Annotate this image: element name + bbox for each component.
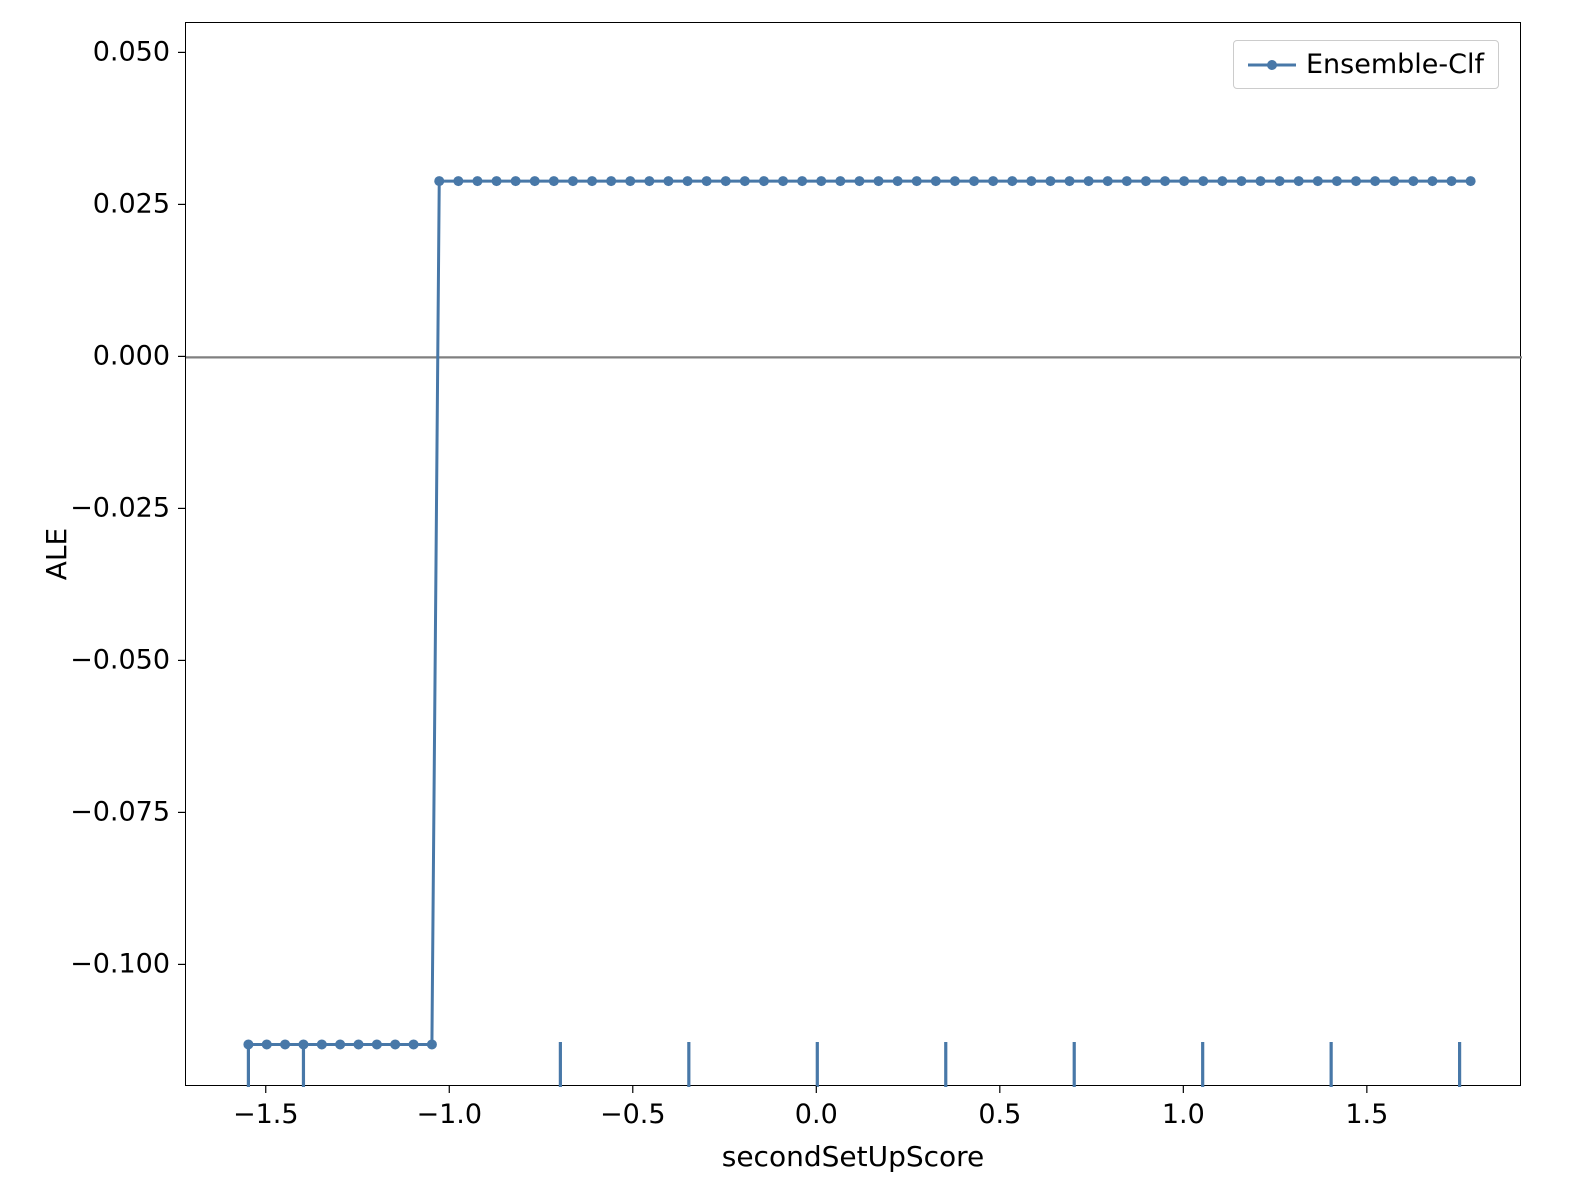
x-tick-label: 1.0 (1162, 1099, 1205, 1130)
x-tick-label: −1.0 (416, 1099, 482, 1130)
y-tick-label: −0.050 (70, 645, 170, 676)
x-tick-label: −0.5 (600, 1099, 666, 1130)
y-tick-label: 0.025 (93, 189, 170, 220)
legend-label: Ensemble-Clf (1306, 49, 1484, 80)
y-tick-label: −0.025 (70, 493, 170, 524)
y-tick-label: 0.050 (93, 37, 170, 68)
axes-ticks-svg (0, 0, 1592, 1196)
y-tick-label: 0.000 (93, 341, 170, 372)
x-tick-label: −1.5 (233, 1099, 299, 1130)
y-tick-label: −0.075 (70, 797, 170, 828)
legend-swatch-icon (1248, 57, 1296, 73)
x-tick-label: 1.5 (1345, 1099, 1388, 1130)
x-tick-label: 0.0 (795, 1099, 838, 1130)
x-tick-label: 0.5 (978, 1099, 1021, 1130)
x-axis-label: secondSetUpScore (722, 1140, 985, 1173)
ale-figure: −1.5 −1.0 −0.5 0.0 0.5 1.0 1.5 −0.100 −0.075 −0.… (0, 0, 1592, 1196)
legend: Ensemble-Clf (1233, 40, 1499, 89)
y-tick-label: −0.100 (70, 949, 170, 980)
y-axis-label: ALE (40, 528, 73, 580)
